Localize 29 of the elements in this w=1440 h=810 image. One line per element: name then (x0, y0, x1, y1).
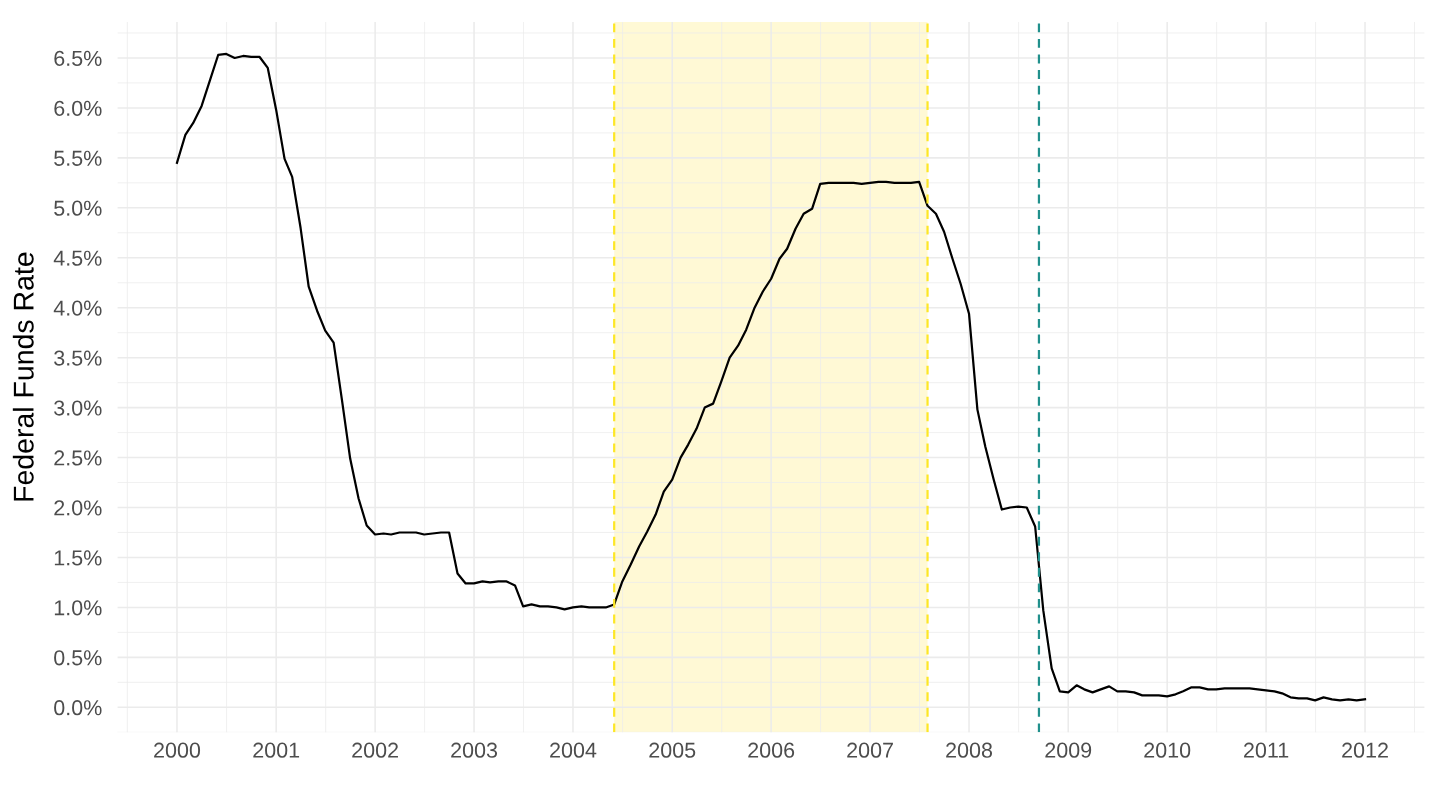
x-tick-label: 2005 (649, 742, 696, 758)
y-tick-label: 2.5% (54, 450, 102, 466)
y-tick-label: 4.0% (53, 300, 102, 316)
x-tick-label: 2000 (154, 742, 201, 758)
y-tick-label: 5.5% (54, 150, 102, 166)
x-tick-label: 2004 (550, 742, 597, 758)
y-tick-label: 4.5% (53, 250, 102, 266)
x-tick-label: 2011 (1244, 742, 1289, 758)
y-tick-label: 1.0% (54, 600, 102, 616)
x-tick-label: 2003 (451, 742, 498, 758)
x-tick-label: 2010 (1144, 742, 1191, 758)
x-tick-label: 2012 (1342, 742, 1388, 758)
line-series (175, 52, 1367, 702)
y-axis-title: Federal Funds Rate (12, 252, 34, 501)
x-tick-label: 2007 (847, 742, 893, 758)
y-tick-label: 5.0% (54, 200, 102, 216)
x-tick-label: 2002 (352, 742, 398, 758)
x-tick-label: 2008 (946, 742, 993, 758)
y-tick-label: 6.0% (54, 100, 102, 116)
y-tick-label: 6.5% (54, 50, 102, 66)
x-tick-label: 2006 (748, 742, 795, 758)
y-tick-label: 3.0% (54, 400, 102, 416)
y-tick-label: 0.5% (54, 650, 102, 666)
x-tick-label: 2009 (1045, 742, 1092, 758)
y-tick-label: 0.0% (54, 700, 102, 716)
y-tick-label: 1.5% (54, 550, 102, 566)
y-tick-label: 3.5% (54, 350, 102, 366)
y-tick-label: 2.0% (54, 500, 102, 516)
x-tick-label: 2001 (253, 742, 300, 758)
